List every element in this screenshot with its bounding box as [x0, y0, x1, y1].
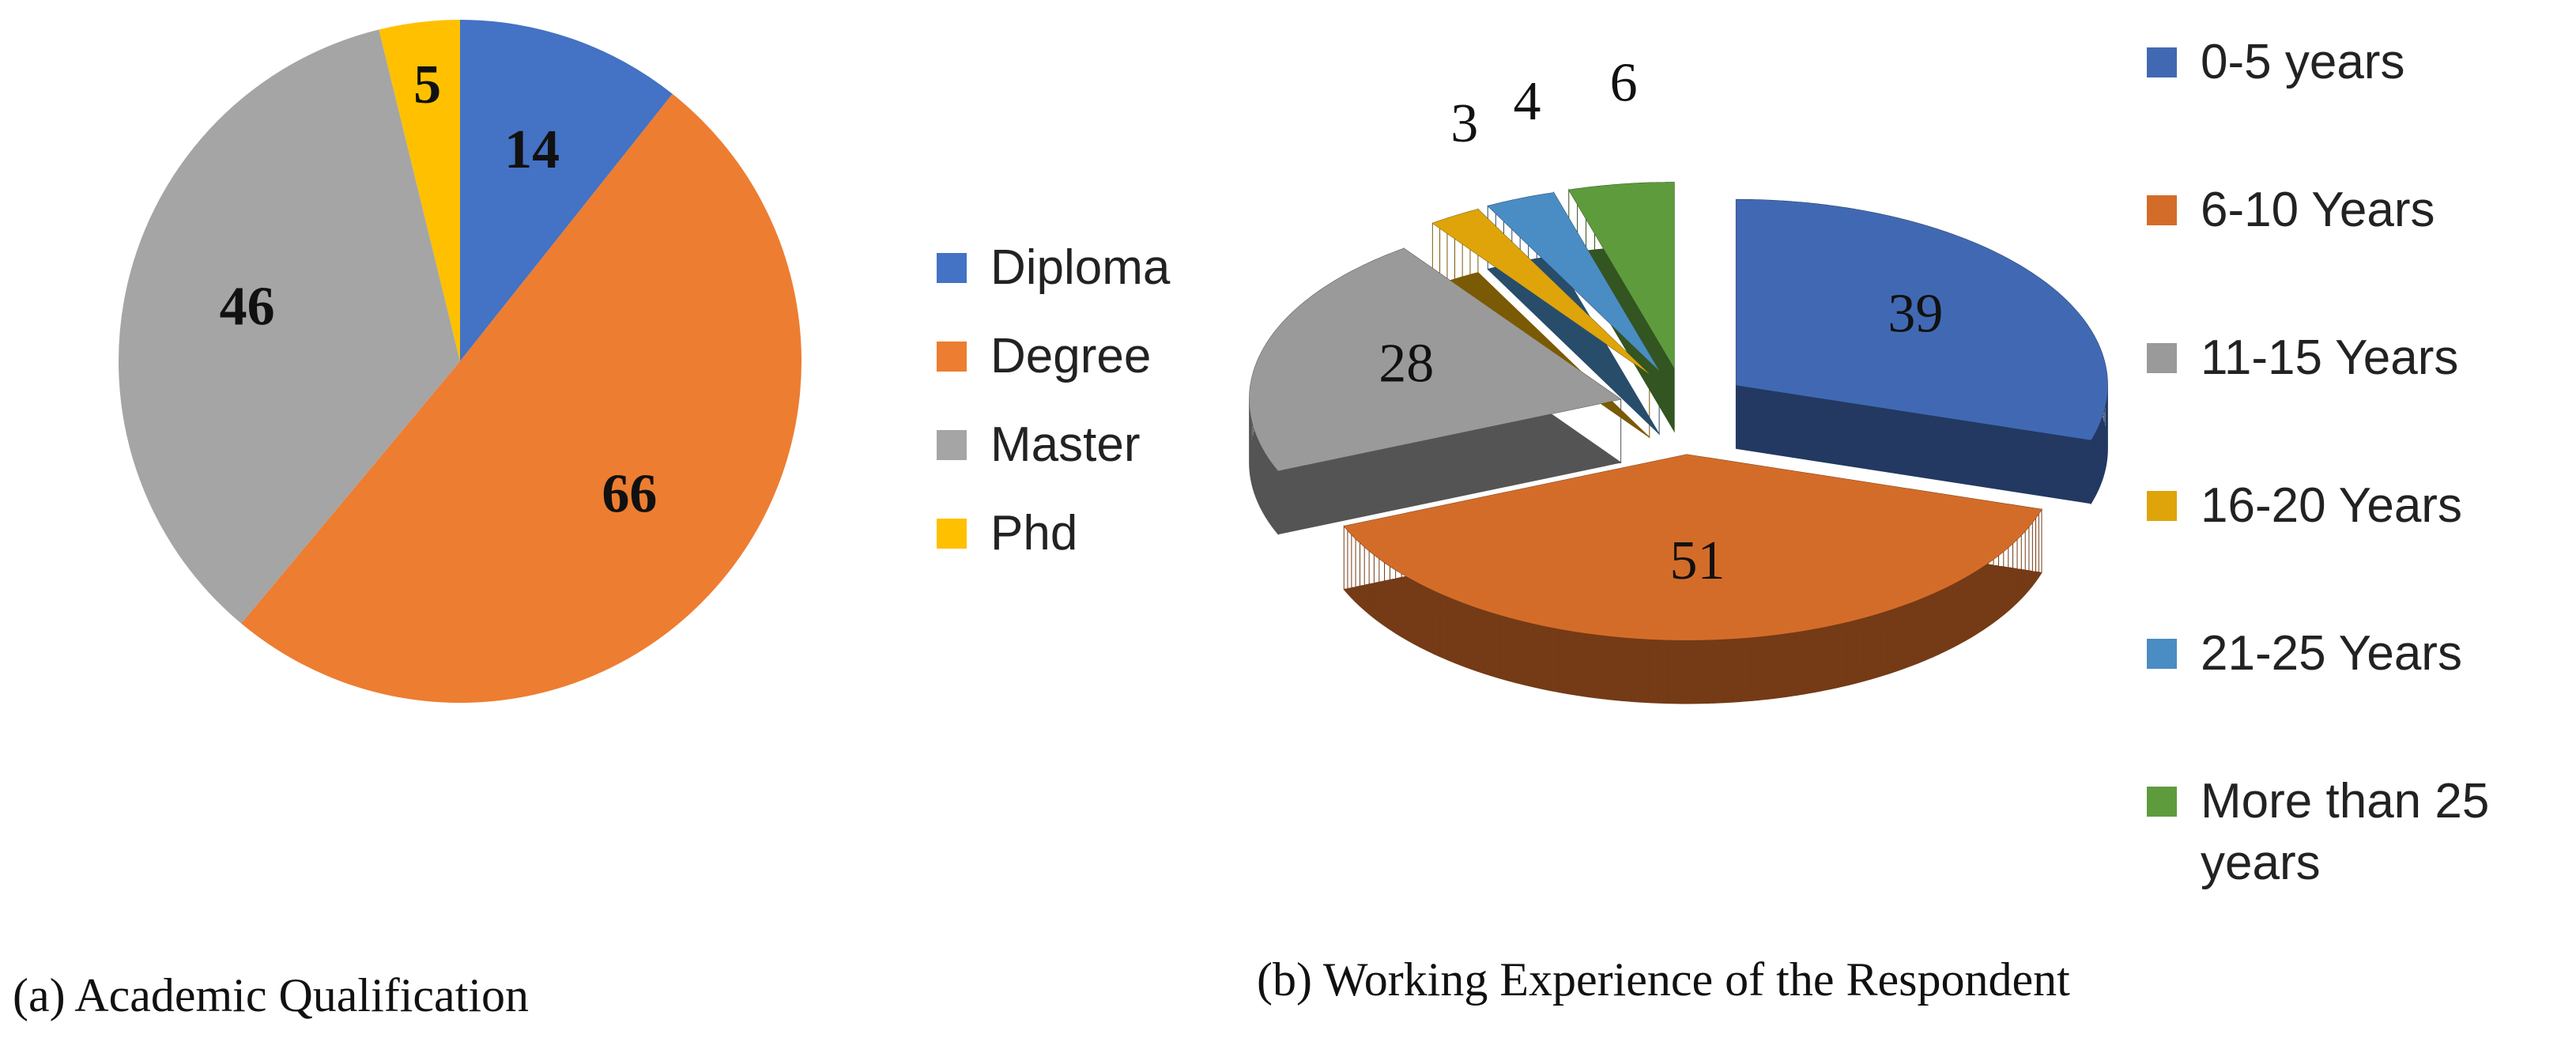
legend-entry: 6-10 Years	[2147, 179, 2558, 241]
legend-swatch	[2147, 639, 2177, 669]
legend-swatch	[2147, 343, 2177, 373]
data-label: 6	[1610, 53, 1638, 114]
legend-entry: Phd	[937, 503, 1332, 564]
legend-entry: 0-5 years	[2147, 32, 2558, 93]
legend-label: 16-20 Years	[2201, 478, 2462, 533]
pie-slice	[379, 20, 460, 361]
legend-label: Phd	[990, 506, 1078, 561]
legend-entry: 16-20 Years	[2147, 475, 2558, 537]
legend-entry: Master	[937, 414, 1332, 476]
legend-label: Diploma	[990, 240, 1171, 295]
legend-entry: 11-15 Years	[2147, 327, 2558, 389]
legend-label: 11-15 Years	[2201, 330, 2459, 385]
pie-slice	[460, 20, 673, 361]
legend-label: 6-10 Years	[2201, 183, 2435, 237]
pie-slice	[1249, 248, 1621, 471]
slice-tops	[1249, 182, 2108, 640]
caption: (a) Academic Qualification	[13, 969, 530, 1021]
legend-swatch	[937, 253, 967, 283]
legend-swatch	[2147, 491, 2177, 521]
data-label: 14	[504, 119, 560, 180]
pie-slice	[1432, 209, 1650, 375]
legend-swatch	[937, 342, 967, 372]
pie-slice	[1488, 192, 1660, 371]
caption: (b) Working Experience of the Respondent	[1257, 953, 2070, 1006]
pie-slice	[119, 29, 460, 624]
pie-slice	[241, 93, 802, 704]
data-label: 3	[1450, 93, 1478, 154]
data-label: 39	[1888, 284, 1943, 345]
legend-swatch	[2147, 195, 2177, 225]
legend-entry: Diploma	[937, 237, 1332, 299]
data-label: 4	[1513, 71, 1541, 132]
pie-slice	[1736, 199, 2108, 440]
legend-label: Degree	[990, 329, 1152, 383]
data-label: 51	[1669, 530, 1725, 591]
data-label: 66	[602, 464, 657, 525]
legend-swatch	[937, 430, 967, 460]
data-label: 46	[220, 277, 275, 338]
legend-label: More than 25 years	[2201, 774, 2490, 890]
legend-label: Master	[990, 417, 1141, 472]
data-label: 5	[413, 55, 441, 115]
data-label: 28	[1379, 334, 1434, 394]
pie-slice	[1344, 454, 2042, 640]
legend-swatch	[937, 519, 967, 549]
pie-slice	[1568, 182, 1675, 368]
legend-entry: More than 25 years	[2147, 771, 2558, 894]
legend-swatch	[2147, 47, 2177, 77]
legend-label: 0-5 years	[2201, 35, 2405, 89]
legend-swatch	[2147, 787, 2177, 817]
legend-entry: 21-25 Years	[2147, 623, 2558, 685]
legend-entry: Degree	[937, 326, 1332, 387]
legend-label: 21-25 Years	[2201, 626, 2462, 681]
